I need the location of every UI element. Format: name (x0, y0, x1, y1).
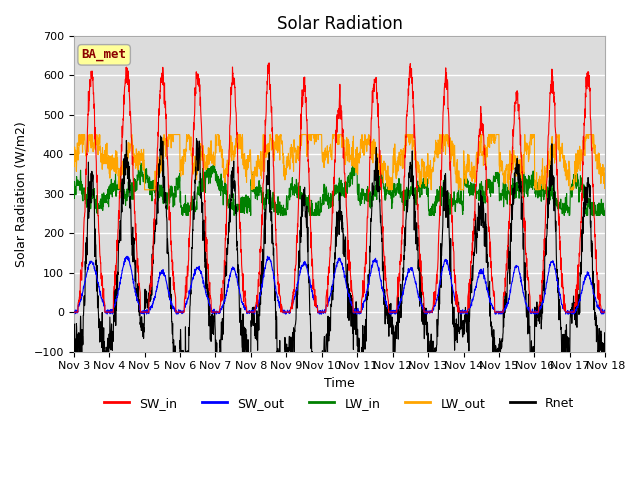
Title: Solar Radiation: Solar Radiation (276, 15, 403, 33)
X-axis label: Time: Time (324, 377, 355, 390)
Legend: SW_in, SW_out, LW_in, LW_out, Rnet: SW_in, SW_out, LW_in, LW_out, Rnet (99, 392, 579, 415)
Text: BA_met: BA_met (82, 48, 127, 61)
Y-axis label: Solar Radiation (W/m2): Solar Radiation (W/m2) (15, 121, 28, 266)
